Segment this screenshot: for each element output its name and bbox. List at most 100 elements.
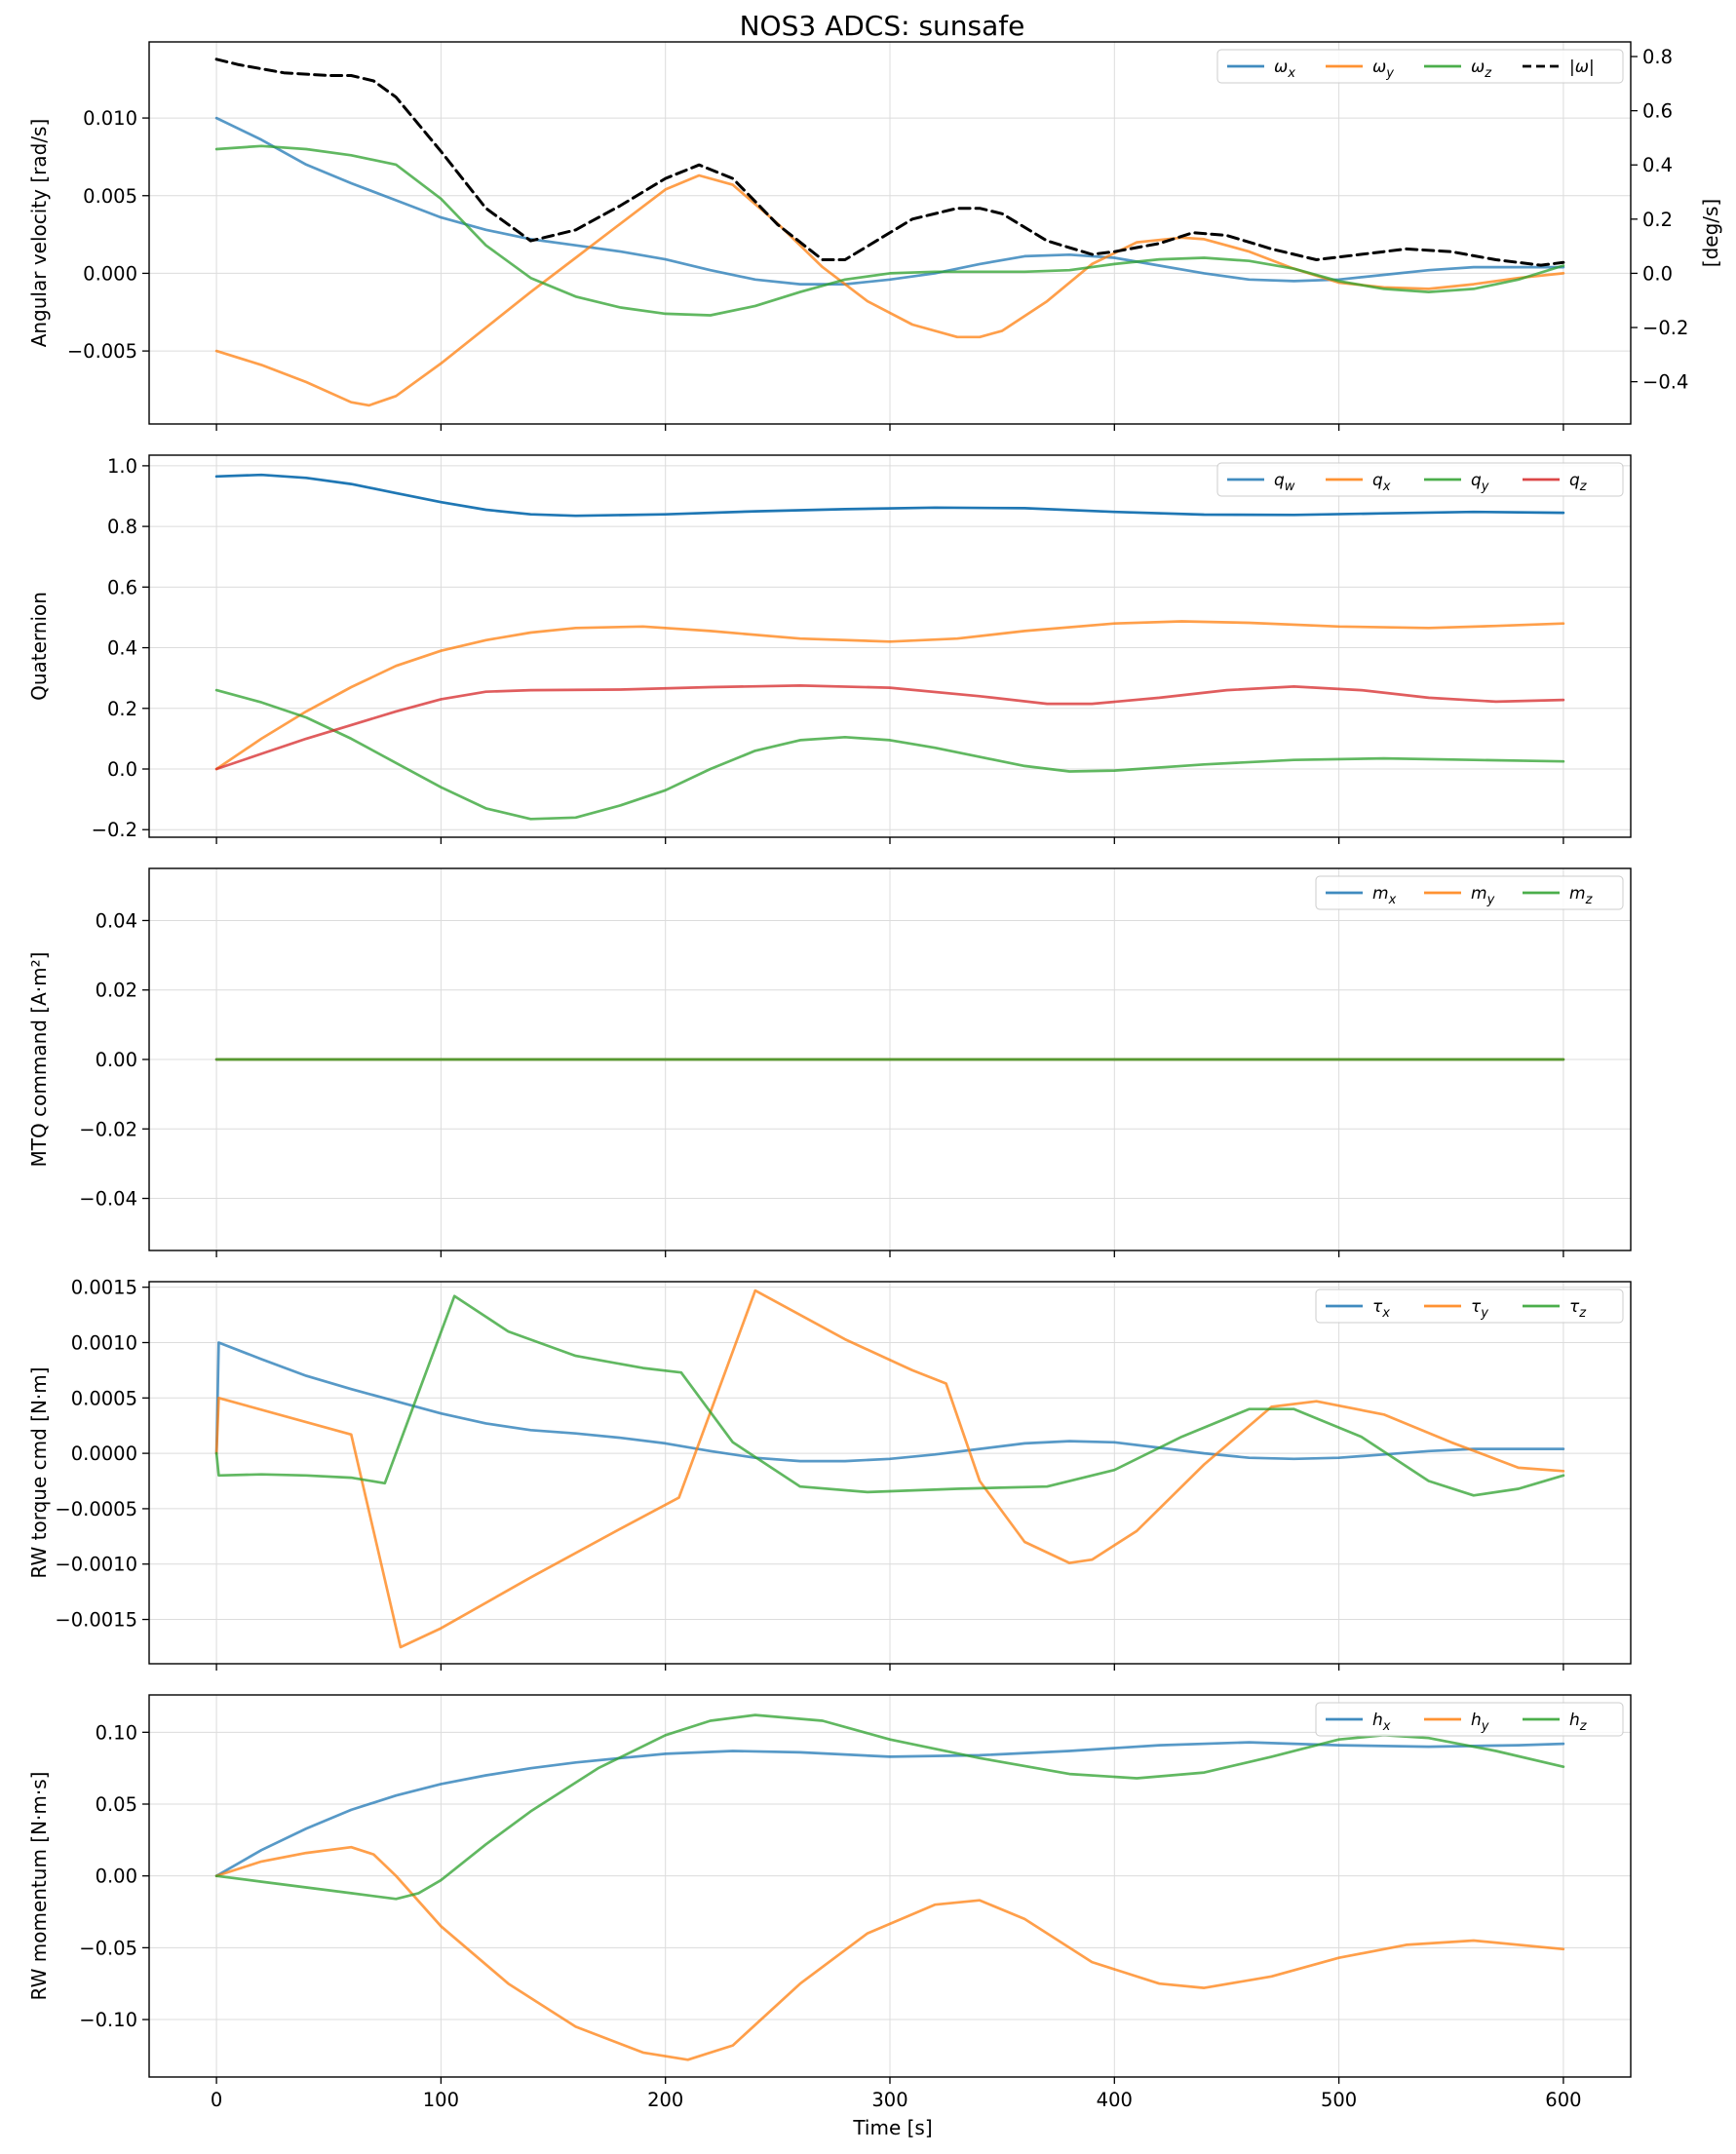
legend-label: qy: [1471, 471, 1489, 494]
legend: qw qx qy qz: [1216, 462, 1624, 497]
plot-frame: [148, 867, 1632, 1251]
series-line-z: [214, 1294, 1565, 1497]
legend-box: [1216, 49, 1624, 84]
y-tick-label: −0.0015: [55, 1609, 137, 1632]
series-group: [214, 1289, 1565, 1649]
panel-1: −0.005 0.000 0.005 0.010 −0.4 −0.2 0.0 0.2 0.4 0.…: [27, 41, 1722, 431]
y-tick-label: 0.8: [107, 516, 137, 538]
y-tick-label: 0.00: [96, 1049, 137, 1071]
y-tick-label: 0.10: [96, 1721, 137, 1744]
y-tick-label: −0.10: [79, 2009, 137, 2031]
series-line-x: [214, 1741, 1565, 1878]
series-line-z: [214, 1713, 1565, 1901]
y-right-tick-label: 0.0: [1642, 262, 1673, 285]
y-tick-label: 0.000: [83, 262, 137, 285]
legend-box: [1315, 875, 1624, 910]
legend: ωx ωy ωz |ω|: [1216, 49, 1624, 84]
x-tick-label: 100: [423, 2089, 459, 2111]
series-line-x: [214, 620, 1565, 771]
legend: hx hy hz: [1315, 1702, 1624, 1737]
legend-box: [1315, 1289, 1624, 1324]
legend-label: |ω|: [1569, 58, 1595, 77]
series-line-z: [214, 144, 1565, 317]
legend-label: ωz: [1471, 58, 1492, 81]
series-group: [214, 473, 1565, 821]
y-tick-label: −0.0010: [55, 1554, 137, 1576]
y-right-tick-label: 0.2: [1642, 209, 1673, 231]
legend-label: qz: [1569, 471, 1588, 494]
panel-3: −0.04 −0.02 0.00 0.02 0.04 MTQ command [A·m²]…: [27, 867, 1632, 1257]
y-tick-label: −0.02: [79, 1118, 137, 1140]
legend-label: mx: [1372, 884, 1397, 907]
series-line-w: [214, 473, 1565, 518]
y-right-tick-label: 0.6: [1642, 100, 1673, 123]
figure-title: NOS3 ADCS: sunsafe: [740, 10, 1025, 42]
y-tick-label: −0.0005: [55, 1498, 137, 1520]
x-tick-label: 200: [647, 2089, 683, 2111]
y-tick-label: −0.005: [67, 340, 137, 363]
series-group: [214, 58, 1565, 407]
y-axis-label: Quaternion: [27, 592, 51, 701]
plot-frame: [148, 1694, 1632, 2078]
legend-box: [1315, 1702, 1624, 1737]
panel-2: −0.2 0.0 0.2 0.4 0.6 0.8 1.0 Quaternion qw qx qy qz: [27, 454, 1632, 844]
legend-label: hx: [1372, 1711, 1391, 1734]
y-axis-label: RW torque cmd [N·m]: [27, 1366, 51, 1578]
legend-label: τy: [1471, 1297, 1488, 1321]
y-tick-label: −0.05: [79, 1937, 137, 1959]
legend-label: τz: [1569, 1297, 1587, 1321]
x-axis-label: Time [s]: [852, 2116, 932, 2139]
series-line-y: [214, 688, 1565, 821]
series-group: [214, 1713, 1565, 2061]
legend-label: mz: [1569, 884, 1594, 907]
y-tick-label: 0.05: [96, 1793, 137, 1816]
y-tick-label: 0.0000: [71, 1442, 137, 1465]
plot-frame: [148, 41, 1632, 425]
legend-label: qw: [1274, 471, 1295, 494]
y-tick-label: 0.04: [96, 909, 137, 932]
plot-frame: [148, 1281, 1632, 1665]
series-line-x: [214, 116, 1565, 286]
y-tick-label: 0.2: [107, 698, 137, 720]
y-tick-label: −0.04: [79, 1188, 137, 1211]
panels: −0.0050.0000.0050.010−0.4−0.20.00.20.40.…: [27, 41, 1722, 2111]
y-tick-label: 0.0005: [71, 1387, 137, 1409]
y-axis-label: RW momentum [N·m·s]: [27, 1772, 51, 2001]
y-axis-label: Angular velocity [rad/s]: [27, 119, 51, 348]
y-tick-label: 0.00: [96, 1866, 137, 1888]
x-tick-label: 0: [211, 2089, 222, 2111]
y-right-tick-label: 0.4: [1642, 154, 1673, 176]
series-line-x: [214, 1341, 1565, 1463]
y-tick-label: 0.02: [96, 980, 137, 1002]
y-axis-label: MTQ command [A·m²]: [27, 952, 51, 1168]
series-line-y: [214, 1845, 1565, 2061]
legend-label: qx: [1372, 471, 1391, 494]
legend: mx my mz: [1315, 875, 1624, 910]
plot-frame: [148, 454, 1632, 838]
legend-label: hy: [1471, 1711, 1489, 1734]
legend-label: hz: [1569, 1711, 1588, 1734]
panel-4: −0.0015 −0.0010 −0.0005 0.0000 0.0005 0.0010 0…: [27, 1277, 1632, 1671]
x-tick-label: 300: [871, 2089, 907, 2111]
legend-label: ωy: [1372, 58, 1394, 81]
legend-box: [1216, 462, 1624, 497]
y-right-tick-label: −0.2: [1642, 317, 1688, 339]
y-tick-label: 0.0: [107, 758, 137, 781]
series-line-y: [214, 1289, 1565, 1649]
y-tick-label: 0.010: [83, 107, 137, 130]
y-tick-label: 1.0: [107, 455, 137, 478]
y-tick-label: 0.0015: [71, 1277, 137, 1299]
legend-label: my: [1471, 884, 1495, 907]
y-tick-label: 0.4: [107, 637, 137, 660]
legend-label: ωx: [1274, 58, 1295, 81]
y-tick-label: 0.6: [107, 576, 137, 598]
legend: τx τy τz: [1315, 1289, 1624, 1324]
panel-5: 0 100 200 300 400 500 600 −0.10 −0.05 0.00 0.05 0.1…: [27, 1694, 1632, 2111]
x-tick-label: 400: [1097, 2089, 1133, 2111]
x-tick-label: 600: [1545, 2089, 1581, 2111]
y-right-axis-label: [deg/s]: [1699, 199, 1722, 267]
series-line-magnitude: [214, 58, 1565, 267]
x-tick-label: 500: [1321, 2089, 1357, 2111]
legend-label: τx: [1372, 1297, 1390, 1321]
